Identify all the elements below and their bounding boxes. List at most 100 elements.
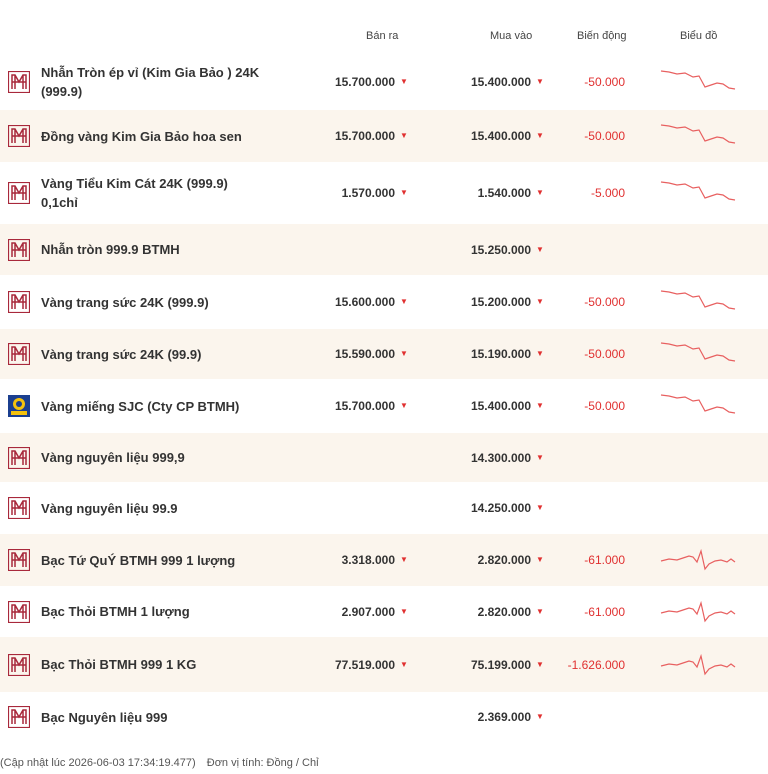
product-name-line1: Vàng trang sức 24K (999.9) [41, 294, 209, 310]
btmh-logo-icon [7, 600, 31, 623]
product-name: Bạc Tứ QuÝ BTMH 999 1 lượng [41, 551, 281, 570]
table-row[interactable]: Bạc Thỏi BTMH 1 lượng 2.907.000 ▼ 2.820.000… [0, 586, 768, 637]
btmh-logo-icon [7, 548, 31, 572]
buy-price: 2.820.000 [477, 553, 531, 567]
buy-price: 1.540.000 [477, 186, 531, 200]
buy-price: 15.400.000 [470, 75, 531, 89]
buy-price: 15.250.000 [470, 242, 531, 257]
sparkline-chart[interactable] [659, 650, 739, 680]
down-arrow-icon: ▼ [400, 188, 408, 197]
table-row[interactable]: Vàng trang sức 24K (999.9) 15.600.000 ▼ 15.… [0, 275, 768, 329]
btmh-logo-icon [7, 653, 31, 676]
product-name: Vàng trang sức 24K (999.9) [41, 293, 281, 312]
buy-price: 2.369.000 [477, 710, 531, 724]
table-header: Bán ra Mua vào Biến động Biểu đồ [0, 22, 768, 50]
table-row[interactable]: Vàng nguyên liệu 99.9 14.250.000 ▼ [0, 482, 768, 534]
product-name-line1: Vàng miếng SJC (Cty CP BTMH) [41, 398, 240, 414]
product-name-line2: (999.9) [41, 84, 83, 99]
sell-price: 15.700.000 [334, 129, 395, 143]
product-name: Nhẫn tròn 999.9 BTMH [41, 240, 281, 259]
down-arrow-icon: ▼ [536, 131, 544, 140]
price-rows: Nhẫn Tròn ép vỉ (Kim Gia Bảo ) 24K (999.9… [0, 54, 768, 742]
product-name-line1: Vàng Tiểu Kim Cát 24K (999.9) [41, 176, 228, 191]
btmh-logo-icon [7, 238, 31, 261]
table-row[interactable]: Vàng miếng SJC (Cty CP BTMH) 15.700.000 ▼ 1… [0, 379, 768, 433]
header-sell: Bán ra [366, 30, 399, 42]
sell-price: 1.570.000 [341, 186, 395, 200]
product-name: Vàng trang sức 24K (99.9) [41, 345, 281, 364]
product-name: Bạc Thỏi BTMH 999 1 KG [41, 655, 281, 674]
product-name-line2: 0,1chỉ [41, 195, 78, 210]
down-arrow-icon: ▼ [400, 555, 408, 564]
product-name-line1: Bạc Thỏi BTMH 999 1 KG [41, 657, 197, 672]
btmh-logo-icon [7, 290, 31, 314]
footer: (Cập nhật lúc 2026-06-03 17:34:19.477) Đ… [0, 757, 327, 769]
down-arrow-icon: ▼ [536, 188, 544, 197]
table-row[interactable]: Bạc Tứ QuÝ BTMH 999 1 lượng 3.318.000 ▼ 2.8… [0, 534, 768, 586]
table-row[interactable]: Vàng Tiểu Kim Cát 24K (999.9) 0,1chỉ 1.570… [0, 162, 768, 224]
product-name: Nhẫn Tròn ép vỉ (Kim Gia Bảo ) 24K (999.9… [41, 63, 281, 101]
product-name-line1: Nhẫn Tròn ép vỉ (Kim Gia Bảo ) 24K [41, 65, 260, 80]
buy-price: 15.190.000 [470, 347, 531, 361]
down-arrow-icon: ▼ [536, 659, 544, 669]
sparkline-chart[interactable] [659, 339, 739, 369]
table-row[interactable]: Nhẫn tròn 999.9 BTMH 15.250.000 ▼ [0, 224, 768, 275]
price-change: -50.000 [584, 295, 625, 309]
buy-price: 14.250.000 [470, 501, 531, 515]
sparkline-chart[interactable] [659, 597, 739, 627]
product-name: Bạc Thỏi BTMH 1 lượng [41, 602, 281, 621]
down-arrow-icon: ▼ [400, 659, 408, 669]
buy-price: 15.400.000 [470, 399, 531, 413]
table-row[interactable]: Bạc Thỏi BTMH 999 1 KG 77.519.000 ▼ 75.199.… [0, 637, 768, 692]
sparkline-chart[interactable] [659, 287, 739, 317]
sparkline-chart[interactable] [659, 178, 739, 208]
down-arrow-icon: ▼ [400, 77, 408, 86]
sell-price: 15.590.000 [334, 347, 395, 361]
price-change: -50.000 [584, 129, 625, 143]
btmh-logo-icon [7, 342, 31, 366]
down-arrow-icon: ▼ [536, 712, 544, 721]
sparkline-chart[interactable] [659, 121, 739, 151]
down-arrow-icon: ▼ [400, 131, 408, 140]
buy-price: 15.400.000 [470, 129, 531, 143]
sjc-logo-icon [8, 395, 30, 417]
down-arrow-icon: ▼ [536, 77, 544, 86]
price-change: -5.000 [590, 186, 625, 200]
product-name: Vàng miếng SJC (Cty CP BTMH) [41, 397, 281, 416]
down-arrow-icon: ▼ [536, 555, 544, 564]
header-chart: Biểu đồ [680, 30, 718, 42]
sell-price: 77.519.000 [334, 657, 395, 672]
down-arrow-icon: ▼ [400, 297, 408, 306]
buy-price: 2.820.000 [477, 604, 531, 619]
btmh-logo-icon [7, 124, 31, 148]
table-row[interactable]: Vàng nguyên liệu 999,9 14.300.000 ▼ [0, 433, 768, 482]
product-name-line1: Vàng nguyên liệu 999,9 [41, 450, 185, 465]
btmh-logo-icon [7, 446, 31, 469]
header-change: Biến động [577, 30, 627, 42]
product-name-line1: Nhẫn tròn 999.9 BTMH [41, 242, 180, 257]
product-name-line1: Vàng nguyên liệu 99.9 [41, 500, 178, 516]
table-row[interactable]: Đồng vàng Kim Gia Bảo hoa sen 15.700.000 ▼… [0, 110, 768, 162]
product-name: Vàng nguyên liệu 99.9 [41, 499, 281, 518]
table-row[interactable]: Bạc Nguyên liệu 999 2.369.000 ▼ [0, 692, 768, 742]
price-change: -61.000 [584, 604, 625, 619]
table-row[interactable]: Vàng trang sức 24K (99.9) 15.590.000 ▼ 15.1… [0, 329, 768, 379]
down-arrow-icon: ▼ [400, 401, 408, 410]
btmh-logo-icon [7, 705, 31, 729]
down-arrow-icon: ▼ [536, 244, 544, 254]
sparkline-chart[interactable] [659, 67, 739, 97]
unit-note: Đơn vị tính: Đồng / Chỉ [206, 757, 319, 769]
sparkline-chart[interactable] [659, 391, 739, 421]
sell-price: 15.700.000 [334, 399, 395, 413]
table-row[interactable]: Nhẫn Tròn ép vỉ (Kim Gia Bảo ) 24K (999.9… [0, 54, 768, 110]
btmh-logo-icon [7, 181, 31, 205]
sell-price: 15.600.000 [334, 295, 395, 309]
btmh-logo-icon [7, 70, 31, 94]
btmh-logo-icon [7, 496, 31, 520]
product-name-line1: Bạc Tứ QuÝ BTMH 999 1 lượng [41, 552, 236, 568]
sell-price: 3.318.000 [341, 553, 395, 567]
down-arrow-icon: ▼ [536, 401, 544, 410]
sparkline-chart[interactable] [659, 545, 739, 575]
product-name: Vàng nguyên liệu 999,9 [41, 448, 281, 467]
